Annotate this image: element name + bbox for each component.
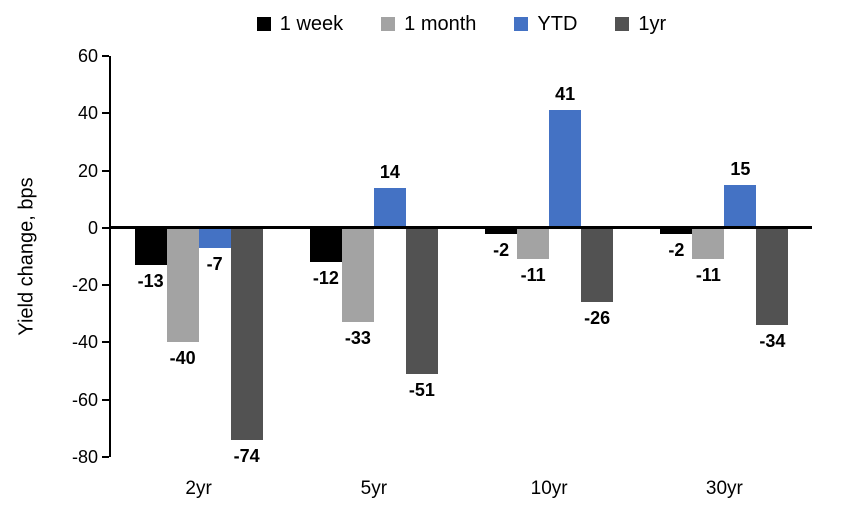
x-category-label-5yr: 5yr [360, 478, 388, 499]
legend-swatch-icon [615, 17, 630, 31]
bar-value-label: -34 [759, 331, 786, 352]
bar-1-month-30yr [692, 227, 725, 260]
legend-swatch-icon [256, 17, 271, 31]
bar-ytd-30yr [724, 184, 757, 228]
y-tick-mark [102, 169, 109, 172]
bar-value-label: -51 [408, 379, 435, 400]
bar-1-week-5yr [309, 227, 342, 263]
y-tick-mark [102, 55, 109, 57]
bar-value-label: -13 [137, 271, 164, 292]
bar-1-week-30yr [660, 227, 693, 234]
y-tick-mark [102, 112, 109, 115]
y-tick-mark [102, 226, 109, 229]
bar-value-label: 15 [730, 158, 751, 179]
x-category-label-10yr: 10yr [530, 478, 568, 499]
y-tick-mark [102, 398, 109, 401]
legend-item-1-month: 1 month [381, 13, 476, 36]
legend-item-1-week: 1 week [256, 12, 344, 36]
y-tick-label: -40 [71, 332, 98, 353]
y-tick-label: 0 [87, 217, 98, 238]
bar-value-label: -11 [695, 265, 721, 286]
bar-value-label: -74 [233, 445, 260, 466]
y-tick-mark [102, 456, 109, 458]
bar-value-label: -40 [169, 348, 196, 369]
bar-1-month-5yr [341, 227, 374, 323]
legend-label: 1 week [279, 12, 344, 35]
legend-item-ytd: YTD [514, 13, 577, 36]
y-tick-label: 40 [77, 103, 98, 124]
y-tick-label: -60 [71, 389, 98, 410]
bar-value-label: -2 [493, 239, 510, 260]
bar-1yr-30yr [756, 227, 789, 326]
bar-value-label: -33 [344, 328, 371, 349]
x-category-label-30yr: 30yr [705, 478, 743, 499]
bar-value-label: -7 [206, 253, 223, 274]
bar-ytd-2yr [198, 227, 231, 248]
bar-1yr-5yr [405, 227, 438, 374]
y-tick-label: 20 [77, 160, 98, 181]
bar-1-month-10yr [517, 227, 550, 260]
bar-value-label: 14 [379, 161, 400, 182]
y-tick-mark [102, 284, 109, 287]
y-tick-label: -80 [71, 447, 98, 467]
y-axis-line [109, 56, 111, 457]
legend-label: YTD [537, 12, 578, 35]
legend-swatch-icon [514, 17, 529, 31]
chart-legend: 1 week 1 month YTD 1yr [111, 8, 812, 40]
bar-1-month-2yr [166, 227, 199, 343]
bar-value-label: -12 [312, 268, 339, 289]
bar-value-label: -11 [520, 265, 546, 286]
x-category-label-2yr: 2yr [185, 478, 212, 499]
y-tick-mark [102, 341, 109, 344]
bar-ytd-5yr [373, 187, 406, 228]
y-tick-label: -20 [71, 275, 98, 296]
bar-value-label: -26 [584, 308, 611, 329]
y-axis-title-text: Yield change, bps [15, 177, 38, 336]
bar-ytd-10yr [549, 110, 582, 228]
bar-1-week-10yr [485, 227, 518, 234]
bar-1yr-10yr [581, 227, 614, 303]
bar-1-week-2yr [134, 227, 167, 266]
x-axis-zero-line [109, 226, 812, 230]
legend-item-1yr: 1yr [615, 13, 666, 36]
legend-swatch-icon [381, 17, 396, 31]
y-axis-title: Yield change, bps [14, 56, 40, 457]
bar-value-label: 41 [555, 84, 576, 105]
y-tick-label: 60 [77, 46, 98, 66]
bar-value-label: -2 [668, 239, 685, 260]
legend-label: 1 month [404, 12, 477, 35]
bar-1yr-2yr [230, 227, 263, 440]
legend-label: 1yr [638, 12, 667, 35]
